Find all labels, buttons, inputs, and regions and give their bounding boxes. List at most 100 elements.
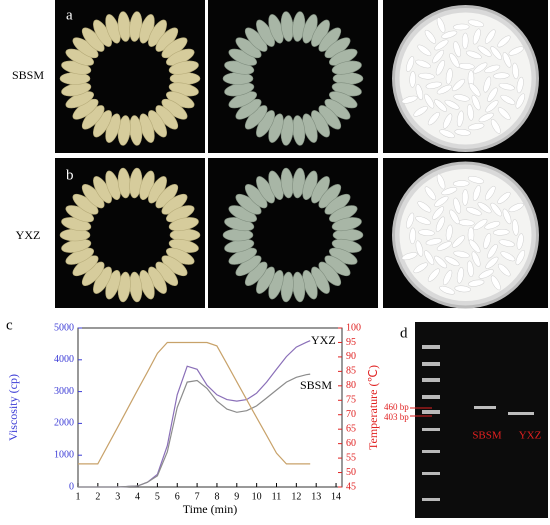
y-tick-label: 0 [69,481,74,492]
rice-grain [456,110,464,127]
rice-grain [502,52,512,68]
rice-grain [453,250,470,258]
rice-grain [468,279,485,287]
rice-grain [409,227,416,245]
rice-grain [473,62,488,74]
y2-tick-label: 60 [346,438,356,449]
x-tick-label: 13 [311,491,321,502]
y2-tick-label: 95 [346,337,356,348]
rice-grain [417,44,432,56]
line [78,341,311,465]
y2-tick-label: 65 [346,423,356,434]
y2-tick-label: 100 [346,322,361,333]
y2-tick-label: 50 [346,467,356,478]
row-label: YXZ [16,228,41,242]
rice-grain [471,251,481,267]
rice-grain [473,219,488,230]
rice-grain [424,250,435,265]
rice-grain [487,87,498,102]
rice-grain [439,285,455,295]
rice-grain [512,219,519,236]
rice-grain [424,93,435,109]
rice-grain [331,217,362,232]
x-tick-label: 7 [195,491,200,502]
y2-tick-label: 90 [346,351,356,362]
rice-grain [466,104,474,121]
ladder-band [422,345,440,349]
rice-grain [449,209,460,225]
rice-grain [478,112,494,123]
rice-grain [444,256,460,267]
rice-grain [485,256,499,269]
rice-grain [453,94,470,102]
rice-grain [456,267,464,284]
plot-frame [77,327,343,488]
rice-grain [498,82,515,91]
rice-grain [401,252,418,261]
y2-tick-label: 70 [346,409,356,420]
rice-grain [424,186,437,201]
rice-grain [483,76,492,93]
cooked-rice [399,169,532,301]
y2-tick-label: 85 [346,366,356,377]
gel [415,322,548,518]
y2-tick-label: 75 [346,395,356,406]
panel-label: d [400,325,408,341]
sample-band [474,406,496,409]
rice-grain [436,17,446,33]
rice-grain [508,202,524,213]
rice-grain [435,60,445,76]
rice-grain [434,99,447,112]
lane-label: YXZ [519,430,542,442]
rice-grain [452,235,466,248]
rice-grain [497,35,511,48]
rice-grain [484,185,496,201]
rice-grain [427,111,440,126]
x-tick-label: 9 [234,491,239,502]
rice-grain [484,221,501,230]
rice-grain [444,99,460,110]
rice-grain [502,208,512,225]
y2-tick-label: 55 [346,452,356,463]
rice-grain [439,129,455,139]
rice-grain [452,78,466,92]
rice-grain [452,23,470,31]
y-tick-label: 5000 [54,322,74,333]
rice-grain [497,263,511,277]
chart: 1 2 3 4 5 6 7 8 9 10 11 12 13 14010002000300040005000… [6,322,380,515]
rice-grain [401,95,418,104]
gel-bands [422,345,534,501]
y2-tick-label: 45 [346,481,356,492]
rice-grain [516,233,524,250]
ladder-band [422,472,440,475]
rice-grain [415,59,431,69]
rice-grain [498,239,515,247]
y2-tick-label: 80 [346,380,356,391]
ladder-band [422,428,440,431]
x-tick-label: 4 [135,491,140,502]
ladder-band [422,450,440,453]
x-tick-label: 2 [95,491,100,502]
ladder-band [422,378,440,382]
rice-grain [490,46,502,60]
rice-grain [453,197,461,214]
panel-label: a [66,7,73,23]
rice-grain [461,189,469,206]
rice-grain [468,123,485,131]
rice-grain [415,240,424,257]
rice-grain [483,233,492,250]
y-tick-label: 2000 [54,418,74,429]
rice-grain [490,275,501,291]
rice-grain [424,29,437,44]
rice-grain [406,212,415,229]
rice-grain [465,207,482,216]
rice-grain [435,216,445,232]
cooked-rice [399,12,532,145]
ladder-band [422,362,440,366]
x-tick-label: 11 [272,491,282,502]
rice-grain [445,224,453,241]
marker-label: 460 bp [384,402,409,412]
rice-grain [331,60,362,75]
ladder-band [422,498,440,501]
rice-grain [418,72,435,80]
